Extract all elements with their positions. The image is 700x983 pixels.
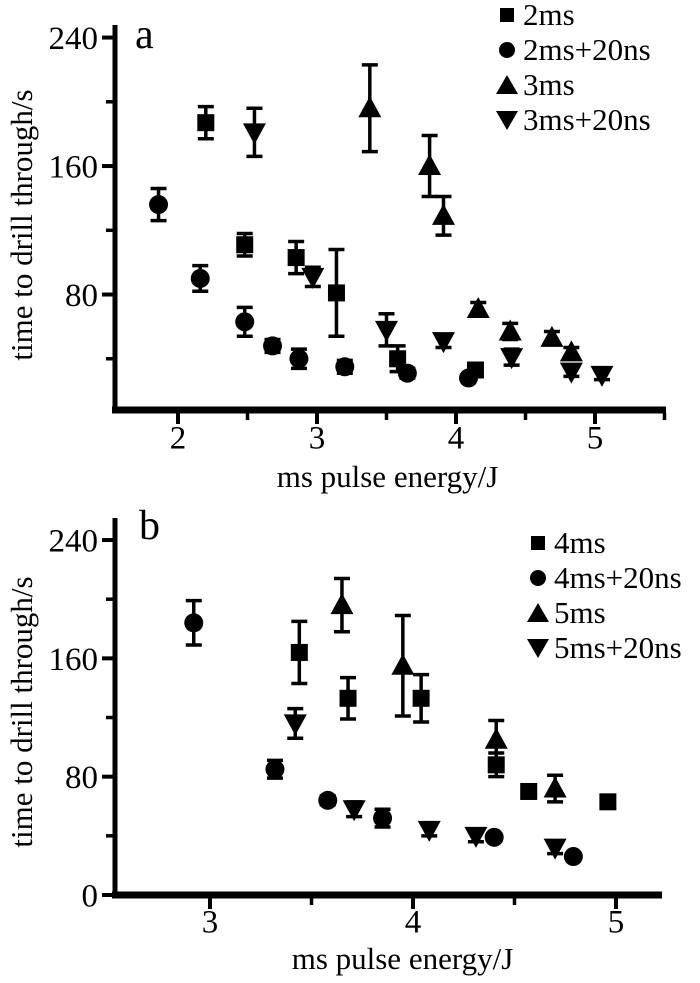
3ms+20ns-data-point [500, 348, 524, 370]
3ms-data-point [418, 154, 442, 176]
2ms-data-point [236, 236, 254, 254]
panel-a-letter: a [135, 12, 154, 58]
5ms+20ns-data-point [283, 714, 307, 736]
panel-b-y-tick-label: 0 [82, 879, 99, 915]
4ms+20ns-data-point [265, 759, 285, 779]
5ms+20ns-data-point [417, 820, 441, 842]
2ms+20ns-data-point [459, 368, 479, 388]
legend-item-3ms-20ns: 3ms+20ns [493, 102, 651, 137]
5ms-data-point [330, 593, 354, 615]
4ms-data-point [339, 689, 357, 707]
panel-b-x-tick-label: 3 [202, 905, 219, 941]
panel-a-x-tick-label: 4 [448, 421, 465, 457]
triangle-up-marker-icon [496, 74, 518, 94]
legend-label: 2ms+20ns [523, 31, 651, 67]
4ms+20ns-data-point [373, 808, 393, 828]
3ms-data-point [559, 340, 583, 362]
legend-item-2ms: 2ms [493, 0, 651, 32]
5ms+20ns-data-point [464, 826, 488, 848]
panel-a-x-tick-label: 3 [309, 421, 326, 457]
2ms-data-point [389, 350, 407, 368]
5ms+20ns-data-point [342, 800, 366, 822]
circle-marker-icon [499, 41, 515, 58]
2ms-data-point [287, 249, 305, 267]
square-marker-icon [500, 7, 514, 22]
legend-label: 3ms [523, 66, 575, 102]
triangle-down-marker-icon [527, 638, 549, 658]
panel-b-x-axis-title: ms pulse energy/J [291, 941, 514, 976]
triangle-down-marker-icon [496, 110, 518, 130]
3ms-data-point [466, 296, 490, 318]
3ms+20ns-data-point [301, 267, 325, 289]
4ms-data-point [599, 793, 617, 811]
legend-item-5ms-20ns: 5ms+20ns [524, 630, 682, 665]
legend-label: 2ms [523, 0, 575, 32]
panel-a-y-axis-title: time to drill through/s [4, 89, 39, 361]
legend-label: 3ms+20ns [523, 101, 651, 137]
3ms+20ns-data-point [242, 123, 266, 145]
3ms-data-point [498, 319, 522, 341]
3ms+20ns-data-point [559, 362, 583, 384]
4ms+20ns-data-point [563, 847, 583, 867]
4ms+20ns-data-point [484, 827, 504, 847]
panel-a-x-tick-label: 5 [587, 421, 604, 457]
3ms+20ns-data-point [431, 332, 455, 354]
panel-b-y-tick-label: 240 [49, 524, 99, 560]
panel-b-x-tick-label: 5 [608, 905, 625, 941]
panel-b-y-tick-label: 80 [65, 760, 98, 796]
legend-item-5ms: 5ms [524, 595, 682, 630]
5ms-data-point [484, 727, 508, 749]
4ms+20ns-data-point [318, 790, 338, 810]
triangle-up-marker-icon [527, 602, 549, 622]
legend-item-4ms: 4ms [524, 525, 682, 560]
legend-label: 5ms+20ns [554, 629, 682, 665]
3ms+20ns-data-point [375, 320, 398, 342]
legend-item-4ms-20ns: 4ms+20ns [524, 560, 682, 595]
3ms-data-point [358, 96, 382, 118]
4ms-data-point [520, 782, 538, 800]
panel-a-y-tick-label: 240 [49, 21, 99, 57]
4ms+20ns-data-point [184, 613, 204, 633]
panel-a-x-tick-label: 2 [170, 421, 187, 457]
panel-a-y-tick-label: 160 [49, 150, 99, 186]
legend-label: 4ms+20ns [554, 559, 682, 595]
5ms+20ns-data-point [543, 838, 567, 860]
circle-marker-icon [530, 569, 546, 586]
2ms+20ns-data-point [397, 363, 417, 383]
3ms+20ns-data-point [590, 365, 614, 387]
2ms+20ns-data-point [289, 349, 309, 369]
3ms-data-point [431, 203, 455, 225]
2ms-data-point [327, 284, 345, 302]
legend-item-2ms-20ns: 2ms+20ns [493, 32, 651, 67]
3ms-data-point [540, 325, 564, 347]
panel-a-x-axis-title: ms pulse energy/J [276, 459, 499, 494]
5ms-data-point [543, 776, 567, 798]
square-marker-icon [531, 535, 545, 550]
legend-label: 5ms [554, 594, 606, 630]
legend-item-3ms: 3ms [493, 67, 651, 102]
5ms-data-point [391, 653, 415, 675]
panel-b-x-tick-label: 4 [405, 905, 422, 941]
panel-b-legend: 4ms 4ms+20ns 5ms 5ms+20ns [524, 525, 682, 665]
panel-b-y-axis-title: time to drill through/s [4, 576, 39, 848]
2ms-data-point [197, 114, 215, 132]
panel-b-y-tick-label: 160 [49, 642, 99, 678]
2ms+20ns-data-point [190, 268, 210, 288]
2ms+20ns-data-point [149, 195, 169, 215]
panel-a-y-tick-label: 80 [65, 278, 98, 314]
2ms+20ns-data-point [263, 336, 283, 356]
legend-label: 4ms [554, 524, 606, 560]
4ms-data-point [412, 689, 430, 707]
2ms+20ns-data-point [235, 312, 255, 332]
4ms-data-point [290, 643, 308, 661]
panel-b-letter: b [139, 503, 160, 549]
panel-a-legend: 2ms 2ms+20ns 3ms 3ms+20ns [493, 0, 651, 137]
2ms+20ns-data-point [335, 357, 355, 377]
